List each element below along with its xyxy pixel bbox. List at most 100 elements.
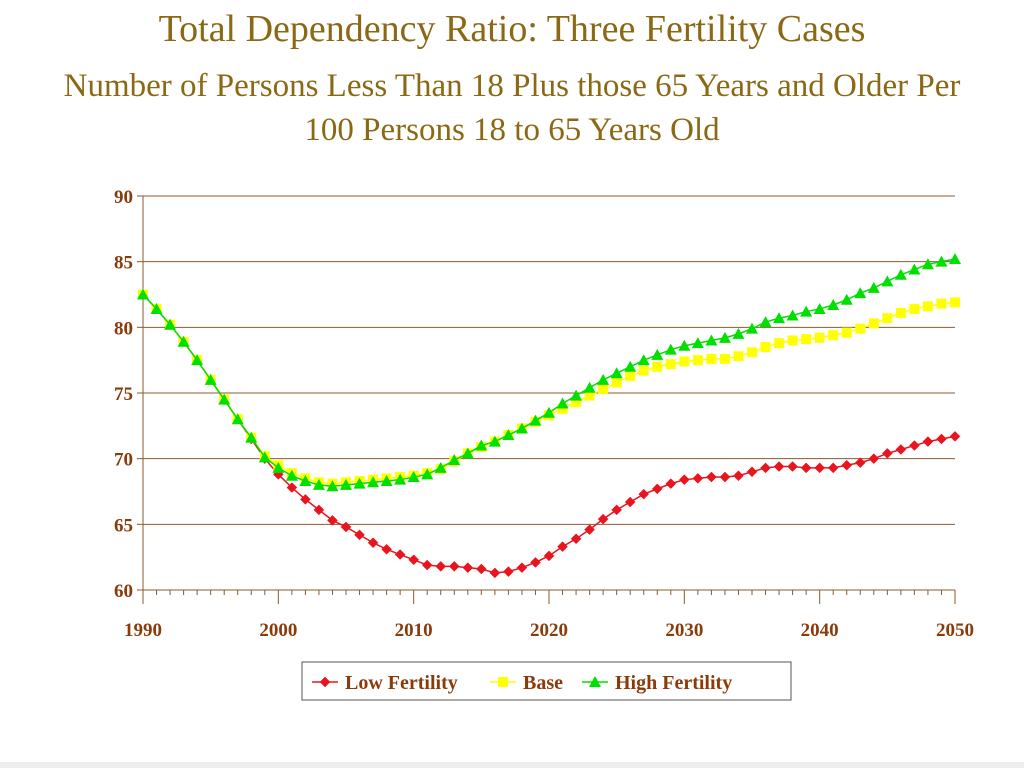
data-point	[625, 370, 636, 381]
data-point	[895, 444, 907, 455]
data-point	[867, 281, 880, 293]
data-point	[367, 537, 379, 549]
data-point	[597, 373, 610, 385]
x-tick-label: 2050	[936, 620, 974, 641]
data-point	[678, 339, 691, 351]
data-point	[854, 457, 866, 468]
data-point	[787, 461, 798, 472]
data-point	[407, 471, 420, 483]
data-point	[854, 287, 867, 299]
y-tick-label: 75	[114, 384, 133, 405]
data-point	[502, 429, 515, 441]
data-point	[949, 430, 961, 442]
data-point	[610, 367, 623, 379]
data-point	[895, 307, 906, 318]
data-point	[435, 561, 447, 572]
data-point	[950, 297, 960, 308]
data-point	[571, 397, 582, 408]
data-point	[598, 384, 609, 395]
data-point	[759, 316, 772, 328]
data-point	[367, 476, 380, 488]
data-point	[638, 488, 650, 500]
data-point	[679, 356, 690, 367]
legend: Low Fertility Base High Fertility	[301, 661, 792, 701]
data-point	[949, 253, 961, 265]
legend-box	[301, 661, 792, 701]
data-point	[381, 543, 392, 555]
data-point	[774, 338, 785, 349]
data-point	[827, 299, 840, 311]
data-point	[706, 353, 717, 364]
data-point	[936, 298, 947, 309]
data-point	[597, 513, 609, 525]
data-point	[935, 255, 948, 267]
gridlines	[143, 195, 955, 525]
data-point	[258, 451, 271, 463]
data-point	[678, 474, 690, 486]
data-point	[719, 353, 730, 364]
data-point	[461, 447, 474, 459]
data-point	[313, 504, 325, 516]
data-point	[218, 393, 231, 405]
data-point	[921, 258, 934, 270]
data-point	[855, 323, 866, 334]
data-point	[515, 422, 528, 434]
data-point	[584, 524, 595, 535]
data-point	[286, 482, 298, 493]
data-point	[894, 268, 907, 280]
data-point	[543, 550, 555, 562]
data-point	[150, 302, 163, 314]
data-point	[881, 275, 894, 287]
data-point	[611, 377, 622, 388]
data-point	[353, 477, 366, 489]
data-point	[611, 504, 623, 516]
y-tick-label: 90	[114, 187, 133, 208]
series-high-fertility	[137, 253, 961, 492]
data-point	[908, 263, 921, 275]
data-point	[434, 461, 447, 473]
data-point	[164, 318, 177, 330]
data-point	[786, 309, 799, 321]
x-tick-label: 2040	[801, 620, 839, 641]
data-point	[773, 461, 785, 472]
data-point	[421, 468, 434, 480]
data-point	[733, 351, 744, 362]
bottom-bar	[0, 762, 1024, 768]
data-point	[801, 334, 812, 345]
data-point	[475, 563, 487, 575]
legend-item: Base	[490, 672, 563, 694]
data-point	[543, 406, 555, 418]
data-point	[475, 439, 488, 451]
data-point	[827, 462, 839, 474]
data-point	[732, 327, 745, 339]
x-tick-label: 2010	[395, 620, 433, 641]
x-tick-label: 1990	[124, 620, 162, 641]
data-point	[394, 549, 406, 560]
data-point	[624, 496, 636, 508]
data-point	[909, 303, 920, 314]
data-point	[191, 354, 204, 366]
data-point	[665, 359, 676, 370]
axes: 60 65 70 75 80 85 90 1990 2000 2010 2020 2030 2040 20…	[114, 187, 974, 641]
data-point	[340, 478, 352, 490]
data-point	[922, 436, 934, 447]
data-point	[557, 403, 568, 414]
data-point	[272, 461, 285, 473]
data-point	[556, 397, 569, 409]
data-point	[340, 521, 352, 533]
y-tick-label: 65	[114, 515, 133, 536]
legend-marker	[589, 676, 601, 687]
data-point	[408, 554, 420, 566]
data-point	[800, 462, 812, 474]
data-point	[638, 365, 649, 376]
data-point	[841, 327, 852, 338]
data-point	[529, 414, 542, 426]
data-point	[840, 293, 853, 305]
data-point	[137, 288, 149, 300]
data-point	[814, 332, 825, 343]
data-point	[814, 462, 826, 474]
data-point	[651, 348, 664, 360]
data-point	[787, 335, 798, 346]
data-point	[692, 355, 703, 366]
data-point	[299, 474, 312, 486]
